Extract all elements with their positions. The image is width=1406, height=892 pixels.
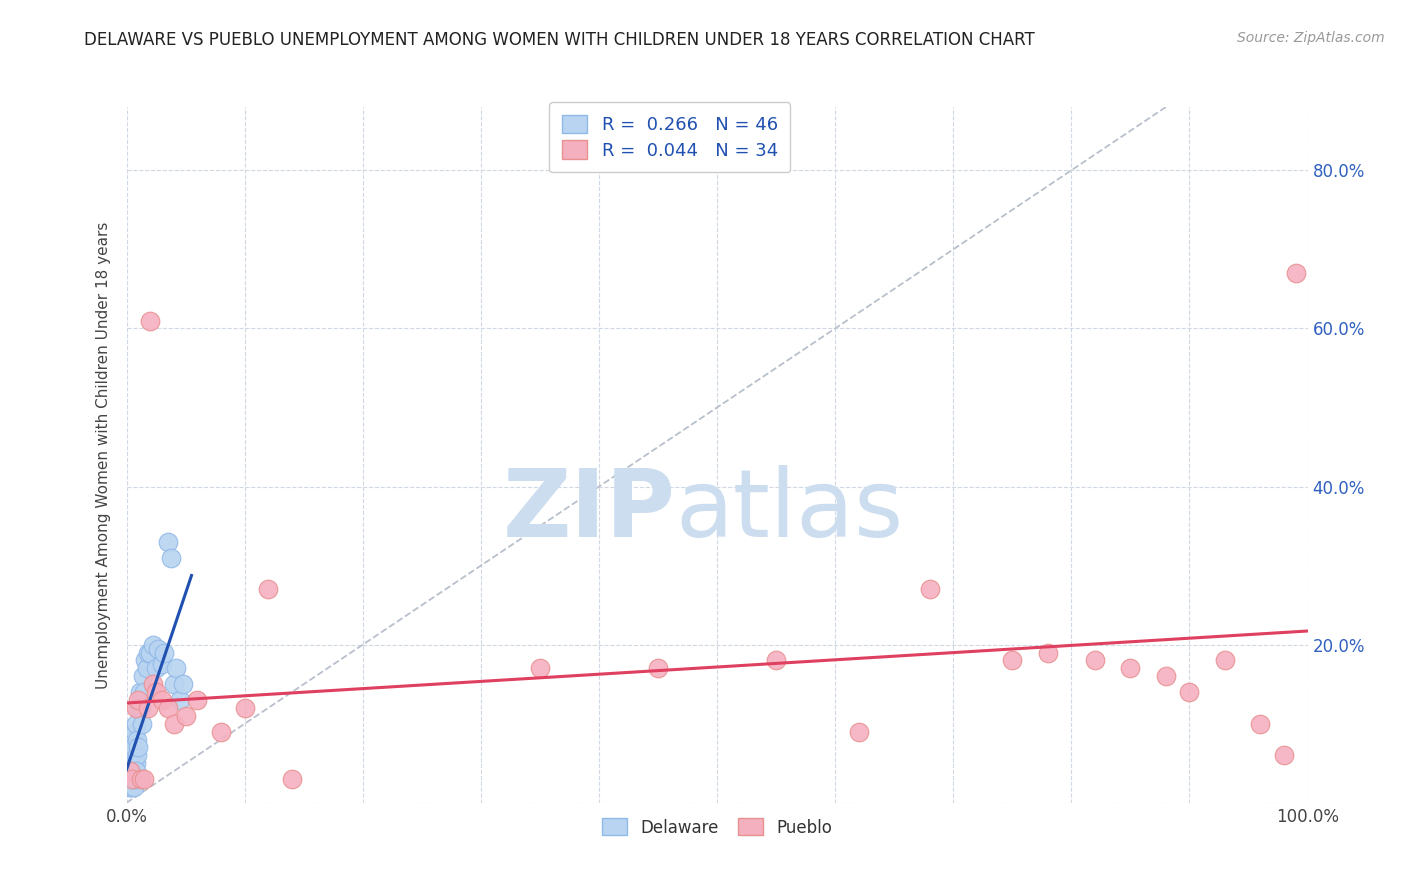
- Point: [136, 701, 159, 715]
- Point: [647, 661, 669, 675]
- Point: [134, 653, 156, 667]
- Point: [233, 701, 256, 715]
- Point: [127, 748, 149, 763]
- Point: [150, 657, 173, 672]
- Point: [848, 724, 870, 739]
- Point: [1285, 266, 1308, 280]
- Point: [163, 677, 186, 691]
- Point: [118, 756, 141, 771]
- Point: [1272, 748, 1295, 763]
- Point: [132, 669, 155, 683]
- Point: [529, 661, 551, 675]
- Point: [1213, 653, 1236, 667]
- Point: [134, 685, 156, 699]
- Point: [765, 653, 787, 667]
- Point: [165, 661, 187, 675]
- Point: [121, 764, 143, 779]
- Point: [135, 661, 157, 675]
- Point: [1178, 685, 1201, 699]
- Point: [1119, 661, 1142, 675]
- Point: [156, 701, 179, 715]
- Point: [120, 748, 142, 763]
- Point: [131, 716, 153, 731]
- Point: [156, 534, 179, 549]
- Point: [257, 582, 280, 597]
- Point: [186, 693, 208, 707]
- Legend: Delaware, Pueblo: Delaware, Pueblo: [595, 812, 839, 843]
- Point: [139, 313, 162, 327]
- Point: [281, 772, 304, 786]
- Point: [1249, 716, 1271, 731]
- Point: [120, 772, 142, 786]
- Text: atlas: atlas: [676, 465, 904, 557]
- Point: [121, 748, 143, 763]
- Point: [125, 716, 148, 731]
- Point: [125, 701, 148, 715]
- Point: [124, 724, 146, 739]
- Point: [145, 685, 167, 699]
- Point: [127, 701, 149, 715]
- Point: [169, 693, 191, 707]
- Point: [1001, 653, 1024, 667]
- Point: [121, 772, 143, 786]
- Point: [120, 780, 142, 794]
- Point: [150, 693, 173, 707]
- Point: [117, 764, 139, 779]
- Point: [153, 646, 176, 660]
- Point: [120, 772, 142, 786]
- Point: [122, 740, 145, 755]
- Point: [163, 716, 186, 731]
- Text: ZIP: ZIP: [503, 465, 676, 557]
- Point: [125, 764, 148, 779]
- Point: [124, 772, 146, 786]
- Point: [1036, 646, 1059, 660]
- Point: [121, 732, 143, 747]
- Point: [145, 661, 167, 675]
- Point: [127, 732, 149, 747]
- Point: [118, 772, 141, 786]
- Point: [120, 780, 142, 794]
- Text: Source: ZipAtlas.com: Source: ZipAtlas.com: [1237, 31, 1385, 45]
- Point: [129, 772, 152, 786]
- Point: [129, 701, 152, 715]
- Point: [1084, 653, 1107, 667]
- Point: [141, 677, 163, 691]
- Point: [124, 764, 146, 779]
- Point: [120, 764, 142, 779]
- Point: [1154, 669, 1177, 683]
- Point: [127, 693, 149, 707]
- Point: [125, 756, 148, 771]
- Point: [174, 708, 197, 723]
- Point: [134, 772, 156, 786]
- Point: [209, 724, 232, 739]
- Point: [121, 772, 143, 786]
- Point: [918, 582, 941, 597]
- Text: DELAWARE VS PUEBLO UNEMPLOYMENT AMONG WOMEN WITH CHILDREN UNDER 18 YEARS CORRELA: DELAWARE VS PUEBLO UNEMPLOYMENT AMONG WO…: [84, 31, 1035, 49]
- Y-axis label: Unemployment Among Women with Children Under 18 years: Unemployment Among Women with Children U…: [96, 221, 111, 689]
- Point: [128, 685, 150, 699]
- Point: [141, 638, 163, 652]
- Point: [160, 550, 183, 565]
- Point: [127, 740, 149, 755]
- Point: [122, 756, 145, 771]
- Point: [122, 780, 145, 794]
- Point: [139, 646, 162, 660]
- Point: [172, 677, 194, 691]
- Point: [120, 764, 142, 779]
- Point: [148, 641, 170, 656]
- Point: [136, 646, 159, 660]
